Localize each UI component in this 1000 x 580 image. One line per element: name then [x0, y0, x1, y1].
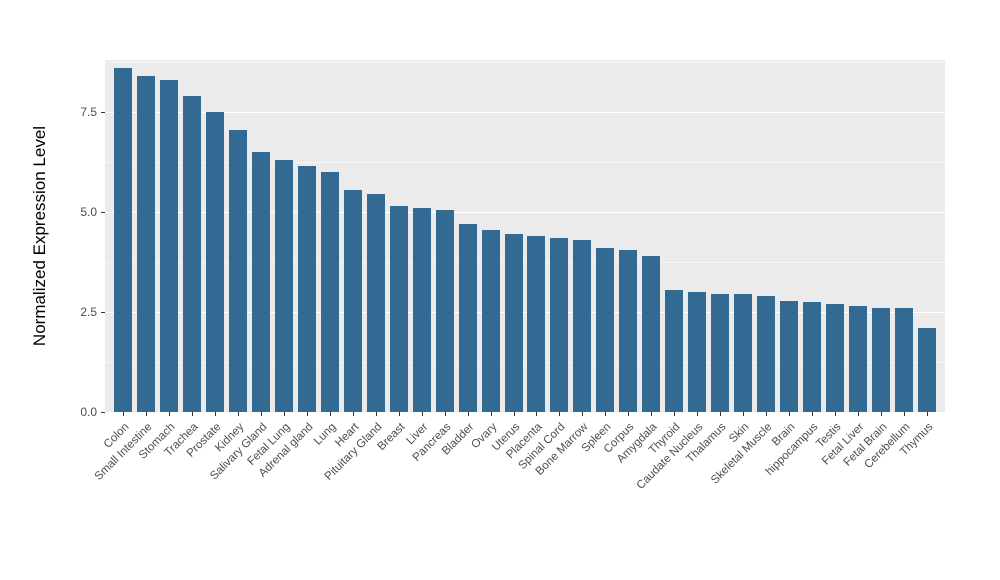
bar: [114, 68, 133, 412]
bar: [688, 292, 707, 412]
bar: [596, 248, 615, 412]
x-tick-mark: [421, 412, 423, 416]
x-tick-mark: [605, 412, 607, 416]
gridline-major: [105, 212, 945, 213]
bar: [252, 152, 271, 412]
bar: [504, 234, 523, 412]
x-tick-mark: [628, 412, 630, 416]
bar: [389, 206, 408, 412]
x-tick-mark: [788, 412, 790, 416]
bar: [275, 160, 294, 412]
y-tick-label: 5.0: [80, 205, 97, 219]
y-tick-label: 0.0: [80, 405, 97, 419]
bar: [160, 80, 179, 412]
x-tick-mark: [880, 412, 882, 416]
y-tick-mark: [101, 112, 105, 113]
y-tick-mark: [101, 212, 105, 213]
x-tick-mark: [261, 412, 263, 416]
x-tick-mark: [834, 412, 836, 416]
bar: [711, 294, 730, 412]
bar: [481, 230, 500, 412]
gridline-minor: [105, 62, 945, 63]
x-tick-mark: [559, 412, 561, 416]
x-tick-mark: [697, 412, 699, 416]
x-tick-mark: [215, 412, 217, 416]
x-tick-mark: [582, 412, 584, 416]
x-tick-mark: [146, 412, 148, 416]
x-tick-mark: [651, 412, 653, 416]
bar: [183, 96, 202, 412]
bar: [343, 190, 362, 412]
x-tick-mark: [765, 412, 767, 416]
x-tick-mark: [284, 412, 286, 416]
x-tick-mark: [329, 412, 331, 416]
bar: [412, 208, 431, 412]
x-tick-mark: [375, 412, 377, 416]
x-tick-mark: [811, 412, 813, 416]
x-tick-mark: [352, 412, 354, 416]
x-tick-mark: [123, 412, 125, 416]
bar: [435, 210, 454, 412]
y-tick-mark: [101, 412, 105, 413]
bar: [779, 300, 798, 412]
bar: [665, 290, 684, 412]
x-tick-mark: [513, 412, 515, 416]
x-tick-mark: [536, 412, 538, 416]
x-tick-mark: [742, 412, 744, 416]
bar: [320, 172, 339, 412]
gridline-major: [105, 112, 945, 113]
bar: [229, 130, 248, 412]
bar: [527, 236, 546, 412]
gridline-minor: [105, 162, 945, 163]
bar: [458, 224, 477, 412]
x-tick-mark: [490, 412, 492, 416]
bar: [917, 328, 936, 412]
y-tick-mark: [101, 312, 105, 313]
x-tick-mark: [674, 412, 676, 416]
x-tick-mark: [857, 412, 859, 416]
chart-panel: [105, 60, 945, 413]
bar: [573, 240, 592, 412]
bar: [137, 76, 156, 412]
bar: [802, 302, 821, 412]
bar: [825, 304, 844, 412]
x-tick-mark: [467, 412, 469, 416]
x-tick-mark: [307, 412, 309, 416]
bar: [894, 308, 913, 412]
gridline-major: [105, 412, 945, 413]
bar: [298, 166, 317, 412]
bar: [733, 294, 752, 412]
x-tick-mark: [192, 412, 194, 416]
y-tick-label: 2.5: [80, 305, 97, 319]
x-tick-mark: [169, 412, 171, 416]
bar: [206, 112, 225, 412]
bar: [550, 238, 569, 412]
bar: [642, 256, 661, 412]
x-tick-mark: [926, 412, 928, 416]
bar: [756, 296, 775, 412]
y-axis-title-text: Normalized Expression Level: [30, 125, 49, 347]
bar: [871, 308, 890, 412]
gridline-major: [105, 312, 945, 313]
x-tick-mark: [444, 412, 446, 416]
x-tick-mark: [903, 412, 905, 416]
y-tick-label: 7.5: [80, 105, 97, 119]
bar: [619, 250, 638, 412]
x-tick-mark: [398, 412, 400, 416]
x-tick-mark: [238, 412, 240, 416]
gridline-minor: [105, 262, 945, 263]
bar: [848, 306, 867, 412]
x-tick-mark: [720, 412, 722, 416]
gridline-minor: [105, 362, 945, 363]
bar: [366, 194, 385, 412]
